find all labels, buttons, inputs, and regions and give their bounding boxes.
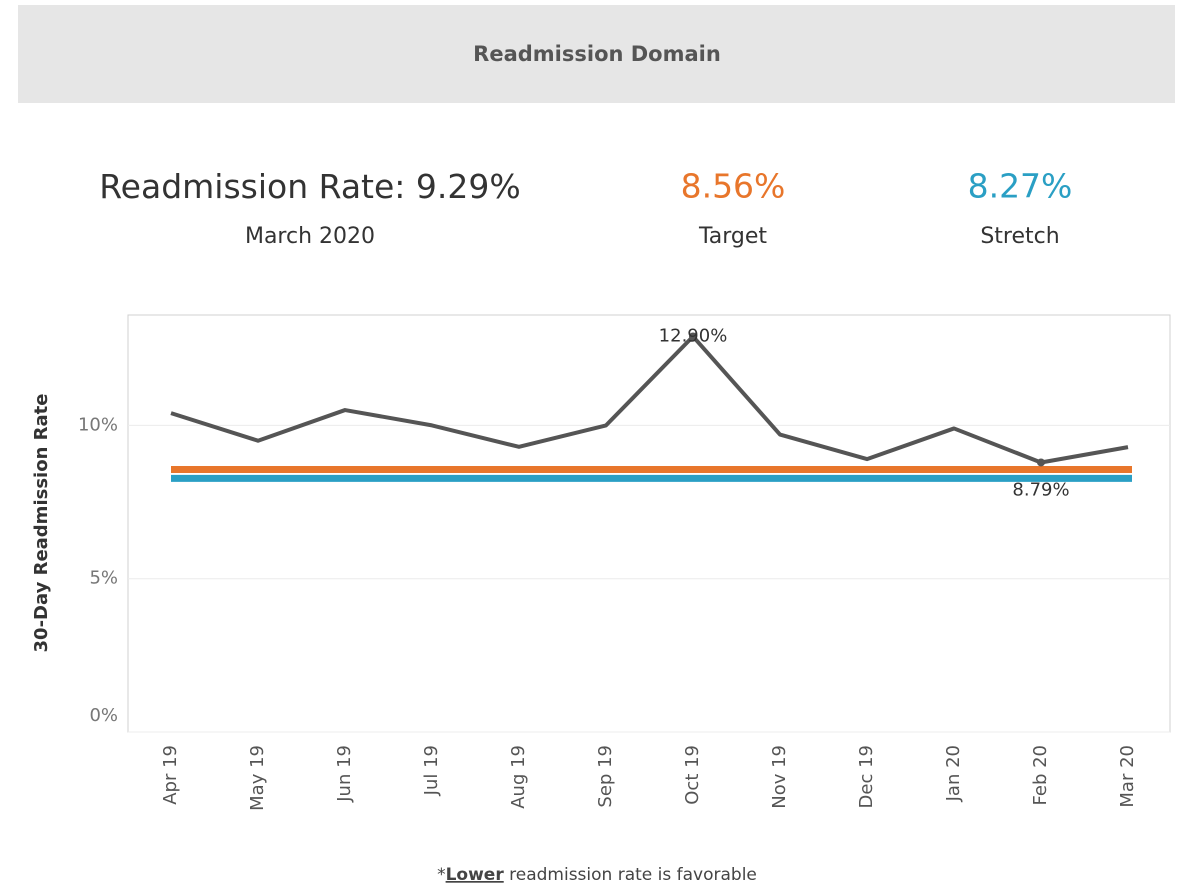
x-tick-label: Mar 20 — [1117, 745, 1138, 808]
x-tick-label: Nov 19 — [769, 745, 790, 809]
footnote-prefix: * — [437, 865, 446, 885]
kpi-ref-name: Stretch — [980, 224, 1059, 249]
kpi-ref-value: 8.27% — [968, 167, 1073, 206]
x-tick-label: Jul 19 — [421, 745, 442, 796]
y-tick-label: 5% — [89, 568, 118, 589]
y-tick-label: 0% — [89, 705, 118, 726]
x-tick-label: Oct 19 — [682, 745, 703, 805]
y-axis-label: 30-Day Readmission Rate — [31, 394, 52, 653]
point — [689, 332, 697, 341]
plot-frame — [127, 314, 1171, 733]
kpi-period: March 2020 — [245, 224, 375, 249]
footnote-text: readmission rate is favorable — [504, 865, 757, 885]
point — [1037, 458, 1045, 467]
kpi-ref-name: Target — [698, 224, 767, 249]
kpi-ref-value: 8.56% — [681, 167, 786, 206]
x-tick-label: Sep 19 — [595, 745, 616, 808]
data-label: 12.90% — [659, 325, 728, 346]
footnote-emphasis: Lower — [446, 865, 505, 885]
x-tick-label: Apr 19 — [160, 745, 181, 805]
kpi-value: 9.29% — [416, 167, 521, 206]
series-line — [170, 334, 1129, 465]
x-tick-label: Dec 19 — [856, 745, 877, 808]
data-label: 8.79% — [1012, 479, 1069, 500]
x-tick-label: Feb 20 — [1030, 745, 1051, 806]
header-title: Readmission Domain — [473, 42, 721, 66]
kpi-current: Readmission Rate: 9.29% — [99, 167, 521, 206]
header-bar — [18, 5, 1175, 103]
x-tick-label: May 19 — [247, 745, 268, 811]
y-tick-label: 10% — [78, 414, 118, 435]
x-tick-label: Jun 19 — [334, 745, 355, 803]
x-tick-label: Jan 20 — [943, 745, 964, 802]
x-tick-label: Aug 19 — [508, 745, 529, 809]
footnote: *Lower readmission rate is favorable — [437, 865, 757, 885]
kpi-label: Readmission Rate: — [99, 167, 405, 206]
